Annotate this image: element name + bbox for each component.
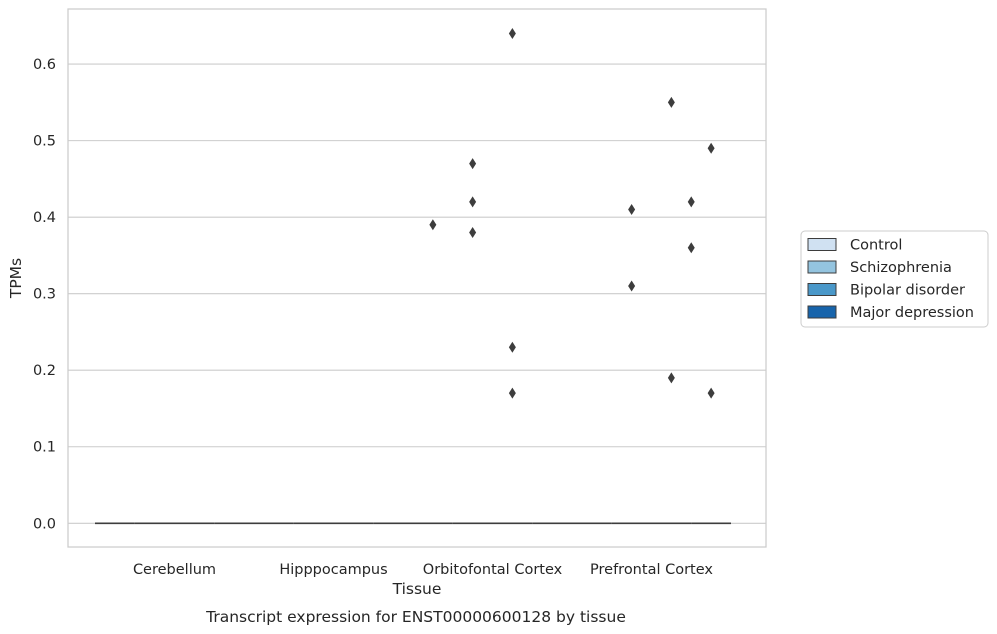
legend-swatch [807, 305, 837, 319]
y-axis-label: TPMs [7, 258, 25, 299]
legend-swatch [807, 283, 837, 296]
y-tick-label: 0.4 [33, 210, 56, 226]
outlier-point [707, 387, 715, 399]
outlier-point [469, 158, 477, 170]
y-tick-label: 0.0 [33, 516, 56, 532]
legend-label: Schizophrenia [850, 260, 952, 276]
outlier-point [429, 219, 437, 231]
outlier-point [628, 204, 636, 216]
outlier-point [508, 387, 516, 399]
y-tick-label: 0.3 [33, 287, 56, 303]
outlier-point [707, 142, 715, 154]
x-tick-label: Orbitofontal Cortex [423, 562, 563, 578]
y-tick-label: 0.1 [33, 440, 56, 456]
legend-swatch [807, 260, 837, 274]
chart-caption: Transcript expression for ENST0000060012… [205, 608, 626, 626]
x-tick-label: Prefrontal Cortex [590, 562, 713, 578]
x-tick-label: Cerebellum [133, 562, 216, 578]
legend-label: Bipolar disorder [850, 283, 965, 299]
y-tick-label: 0.6 [33, 57, 56, 73]
y-tick-labels: 0.0 0.1 0.2 0.3 0.4 0.5 0.6 [33, 57, 56, 532]
legend-swatch [807, 238, 837, 251]
outlier-point [628, 280, 636, 292]
outlier-point [508, 341, 516, 353]
legend-label: Control [850, 238, 902, 254]
outlier-points [429, 27, 715, 399]
legend-label: Major depression [850, 305, 974, 321]
y-tick-label: 0.2 [33, 363, 56, 379]
outlier-point [508, 27, 516, 39]
outlier-point [687, 196, 695, 208]
outlier-point [469, 196, 477, 208]
x-tick-label: Hipppocampus [279, 562, 387, 578]
legend: Control Schizophrenia Bipolar disorder Majo… [800, 230, 989, 328]
outlier-point [687, 242, 695, 254]
outlier-point [469, 226, 477, 238]
plot-frame [67, 8, 767, 548]
legend-frame [800, 230, 989, 328]
x-tick-labels: Cerebellum Hipppocampus Orbitofontal Corte… [133, 562, 713, 578]
outlier-point [667, 96, 675, 108]
y-tick-label: 0.5 [33, 134, 56, 150]
outlier-point [667, 372, 675, 384]
x-axis-label: Tissue [392, 580, 442, 598]
